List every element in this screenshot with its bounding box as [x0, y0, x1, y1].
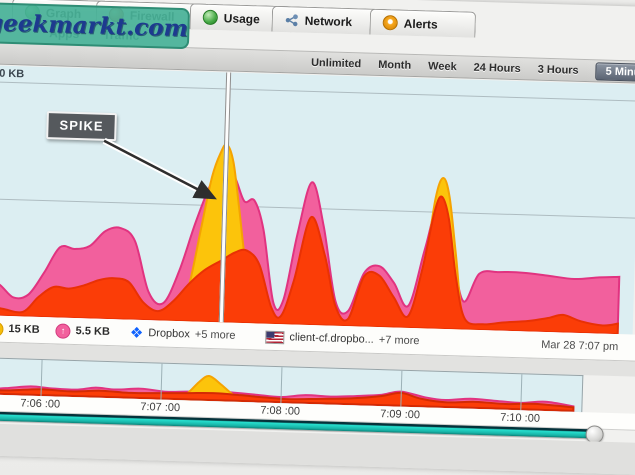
cursor-timestamp: Mar 28 7:07 pm — [541, 338, 619, 354]
traffic-graph[interactable]: 20 KB SPIKE — [0, 65, 635, 335]
tick-706: 7:06 :00 — [20, 397, 61, 411]
range-3-hours[interactable]: 3 Hours — [537, 63, 579, 77]
tab-network-label: Network — [304, 13, 353, 29]
timeline-overview[interactable] — [0, 357, 584, 414]
y-axis-20kb-label: 20 KB — [0, 67, 25, 81]
tab-bar: Graph Firewall Usage Network Alerts — [0, 0, 635, 53]
tick-709: 7:09 :00 — [380, 408, 421, 422]
range-unlimited[interactable]: Unlimited — [310, 56, 362, 70]
spike-annotation-label: SPIKE — [59, 117, 104, 134]
download-value: 15 KB — [8, 323, 40, 336]
legend-download: ↓ 15 KB — [0, 320, 40, 338]
usage-icon — [202, 9, 219, 26]
hosts-more[interactable]: +7 more — [378, 334, 420, 348]
tick-708: 7:08 :00 — [260, 404, 301, 418]
download-arrow-icon: ↓ — [0, 320, 4, 337]
apps-more[interactable]: +5 more — [194, 328, 236, 342]
alerts-icon — [382, 15, 398, 31]
area-download-orange — [0, 195, 619, 335]
network-icon — [285, 13, 298, 26]
watermark-badge: geekmarkt.com — [0, 2, 191, 50]
tab-network[interactable]: Network — [271, 5, 391, 36]
range-5-minutes-selected[interactable]: 5 Minutes — [595, 61, 635, 82]
watermark-text: geekmarkt.com — [0, 9, 189, 43]
apps-label: Dropbox — [148, 327, 191, 341]
host-label: client-cf.dropbo... — [289, 331, 375, 346]
timeline-mini-series — [0, 375, 575, 412]
traffic-area-series — [0, 143, 621, 335]
upload-arrow-icon: ↑ — [55, 322, 71, 339]
range-24-hours[interactable]: 24 Hours — [473, 61, 521, 75]
us-flag-icon — [265, 330, 285, 344]
tick-710: 7:10 :00 — [499, 411, 541, 425]
mini-download-orange — [0, 388, 575, 412]
legend-apps[interactable]: ❖ Dropbox +5 more — [129, 324, 236, 343]
range-week[interactable]: Week — [427, 59, 457, 73]
dropbox-icon: ❖ — [129, 324, 144, 342]
upload-value: 5.5 KB — [75, 325, 111, 339]
range-month[interactable]: Month — [377, 58, 412, 72]
tab-usage-label: Usage — [223, 10, 261, 26]
tab-alerts-label: Alerts — [403, 16, 438, 32]
spike-annotation: SPIKE — [46, 111, 117, 142]
tab-alerts[interactable]: Alerts — [369, 8, 477, 38]
legend-hosts[interactable]: client-cf.dropbo... +7 more — [265, 330, 420, 348]
tick-707: 7:07 :00 — [140, 400, 181, 415]
legend-upload: ↑ 5.5 KB — [55, 322, 111, 340]
